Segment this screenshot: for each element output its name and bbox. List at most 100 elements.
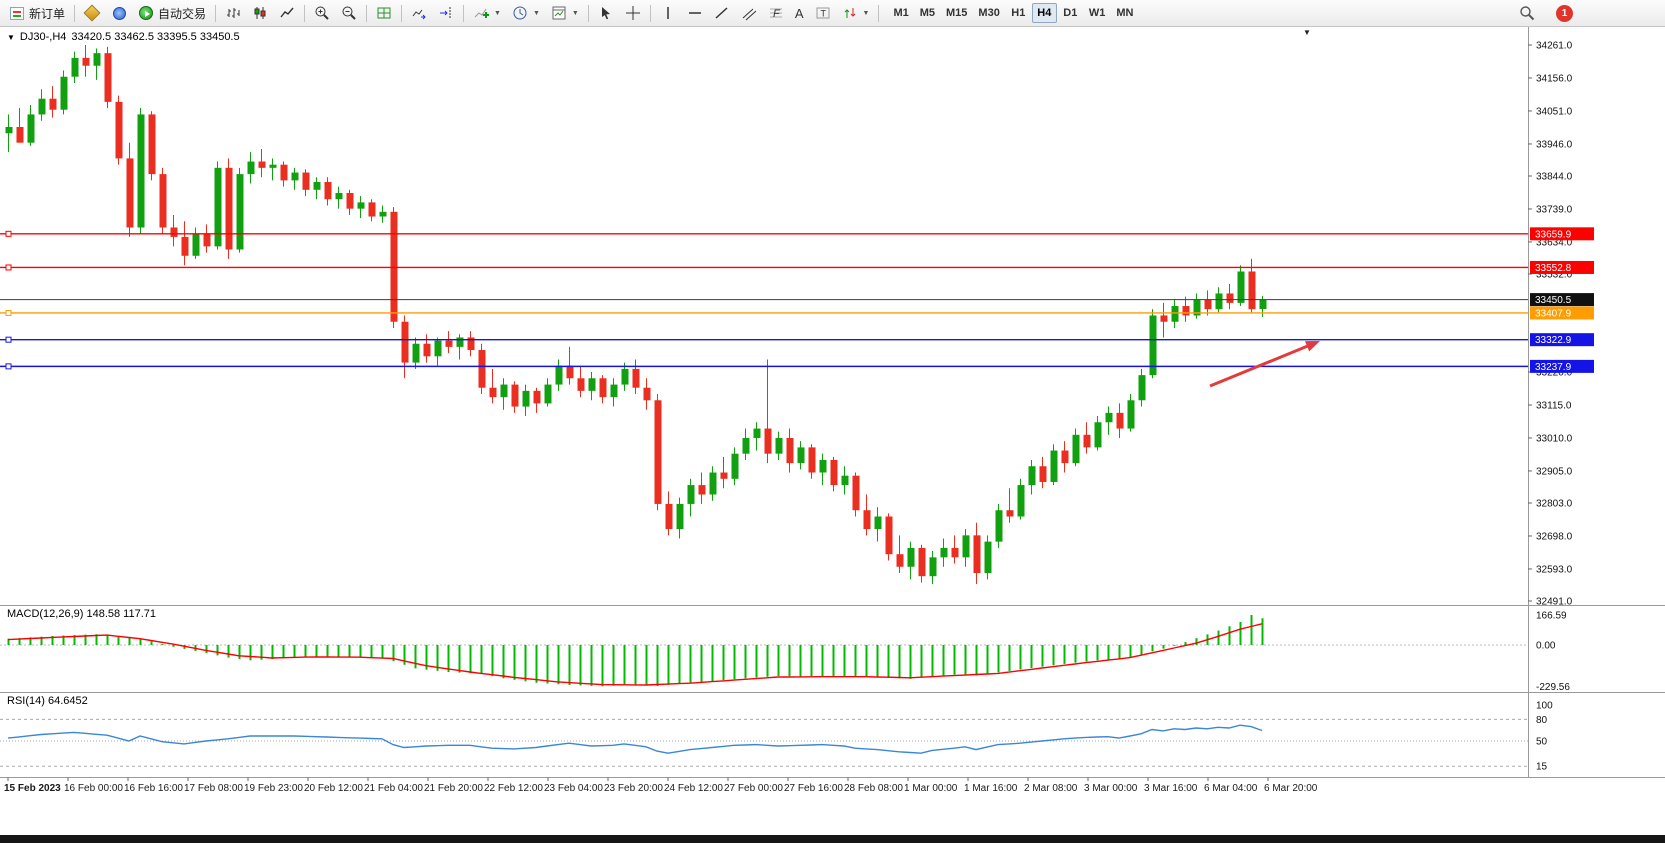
candle-body (797, 447, 805, 464)
toolbar-separator (215, 4, 217, 22)
crosshair-button[interactable] (620, 2, 646, 24)
candle-body (126, 158, 134, 228)
trendline-icon (715, 7, 728, 19)
candle-body (192, 233, 200, 256)
candle-body (764, 428, 772, 454)
toolbar-separator (878, 4, 880, 22)
chart-shift-button[interactable] (433, 2, 459, 24)
auto-scroll-icon (412, 9, 426, 20)
rsi-scale-label: 100 (1536, 701, 1553, 712)
arrows-icon (844, 8, 855, 18)
arrows-button[interactable]: ▼ (837, 2, 875, 24)
candle-body (16, 126, 24, 143)
candle-body (38, 98, 46, 115)
notification-badge[interactable]: 1 (1556, 4, 1573, 22)
candle-body (82, 57, 90, 66)
line-handle[interactable] (5, 363, 12, 370)
chart-canvas[interactable]: 34261.0 34156.0 34051.0 33946.0 33844.0 33739… (0, 27, 1665, 817)
new-order-button[interactable]: 新订单 (4, 2, 70, 24)
candle-body (1127, 400, 1135, 429)
candle-body (1193, 299, 1201, 316)
vertical-line-icon (667, 7, 669, 19)
timeframe-button-mn[interactable]: MN (1111, 3, 1138, 23)
line-handle[interactable] (5, 309, 12, 316)
horizontal-line-button[interactable] (682, 2, 708, 24)
price-tick-label: 33532.0 (1536, 269, 1573, 280)
time-label: 27 Feb 16:00 (784, 783, 843, 794)
timeframe-button-m1[interactable]: M1 (888, 3, 913, 23)
text-label-button[interactable]: T (810, 2, 836, 24)
fibonacci-button[interactable]: F (763, 2, 789, 24)
price-label-box (1530, 359, 1594, 373)
candle-body (456, 337, 464, 347)
candle-body (896, 554, 904, 567)
market-watch-button[interactable] (106, 2, 132, 24)
time-label: 3 Mar 00:00 (1084, 783, 1138, 794)
templates-button[interactable]: ▼ (546, 2, 584, 24)
zoom-out-button[interactable] (336, 2, 362, 24)
candle-body (511, 384, 519, 407)
line-handle[interactable] (5, 230, 12, 237)
timeframe-button-m5[interactable]: M5 (915, 3, 940, 23)
auto-scroll-button[interactable] (406, 2, 432, 24)
chart-ohlc-readout: 33420.5 33462.5 33395.5 33450.5 (71, 31, 240, 43)
rsi-scale-label: 80 (1536, 715, 1548, 726)
time-label: 17 Feb 08:00 (184, 783, 243, 794)
time-label: 15 Feb 2023 (4, 783, 61, 794)
time-label: 20 Feb 12:00 (304, 783, 363, 794)
toolbar-separator (587, 4, 589, 22)
candle-body (1248, 271, 1256, 310)
vertical-line-button[interactable] (655, 2, 681, 24)
price-label: 33552.8 (1535, 263, 1572, 274)
price-label: 33237.9 (1535, 362, 1572, 373)
auto-trading-button[interactable]: 自动交易 (133, 2, 211, 24)
timeframe-button-w1[interactable]: W1 (1084, 3, 1111, 23)
trendline-button[interactable] (709, 2, 735, 24)
tile-windows-button[interactable] (371, 2, 397, 24)
candle-body (544, 384, 552, 404)
bar-chart-button[interactable] (220, 2, 246, 24)
line-chart-button[interactable] (274, 2, 300, 24)
candle-body (280, 164, 288, 181)
templates-icon (552, 6, 566, 20)
timeframe-button-h1[interactable]: H1 (1006, 3, 1031, 23)
zoom-in-button[interactable] (309, 2, 335, 24)
auto-trading-icon (139, 6, 154, 20)
timeframe-button-m15[interactable]: M15 (941, 3, 972, 23)
toolbar-separator (366, 4, 368, 22)
rsi-scale-label: 50 (1536, 737, 1548, 748)
trend-arrow-head[interactable] (1305, 341, 1320, 352)
zoom-in-icon (315, 6, 329, 20)
timeframe-button-h4[interactable]: H4 (1031, 3, 1057, 23)
candle-body (335, 192, 343, 200)
price-label: 33407.9 (1535, 308, 1572, 319)
metaeditor-button[interactable] (79, 2, 105, 24)
periods-button[interactable]: ▼ (507, 2, 545, 24)
timeframe-button-d1[interactable]: D1 (1058, 3, 1083, 23)
cursor-button[interactable] (593, 2, 619, 24)
trend-arrow[interactable] (1209, 342, 1314, 388)
price-tick-label: 34156.0 (1536, 73, 1573, 84)
price-tick-label: 32491.0 (1536, 597, 1573, 608)
candle-body (841, 475, 849, 486)
timeframe-button-m30[interactable]: M30 (973, 3, 1004, 23)
search-button[interactable] (1514, 2, 1540, 24)
channel-button[interactable] (736, 2, 762, 24)
candle-body (962, 535, 970, 558)
candle-body (203, 233, 211, 247)
text-button[interactable]: A (790, 2, 809, 24)
line-handle[interactable] (5, 336, 12, 343)
price-tick-label: 33115.0 (1536, 400, 1572, 411)
indicators-button[interactable]: ▼ (468, 2, 506, 24)
chart-symbol-period: DJ30-,H4 (19, 31, 67, 43)
candlestick-chart-icon (254, 7, 266, 19)
chart-shift-marker[interactable]: ▼ (1303, 28, 1311, 37)
line-handle[interactable] (5, 264, 12, 271)
time-label: 23 Feb 20:00 (604, 783, 663, 794)
macd-scale-label: 0.00 (1536, 641, 1556, 652)
candlestick-chart-button[interactable] (247, 2, 273, 24)
candle-body (467, 337, 475, 351)
macd-indicator-label: MACD(12,26,9) 148.58 117.71 (7, 608, 156, 620)
candle-body (709, 472, 717, 495)
line-chart-icon (280, 7, 294, 18)
